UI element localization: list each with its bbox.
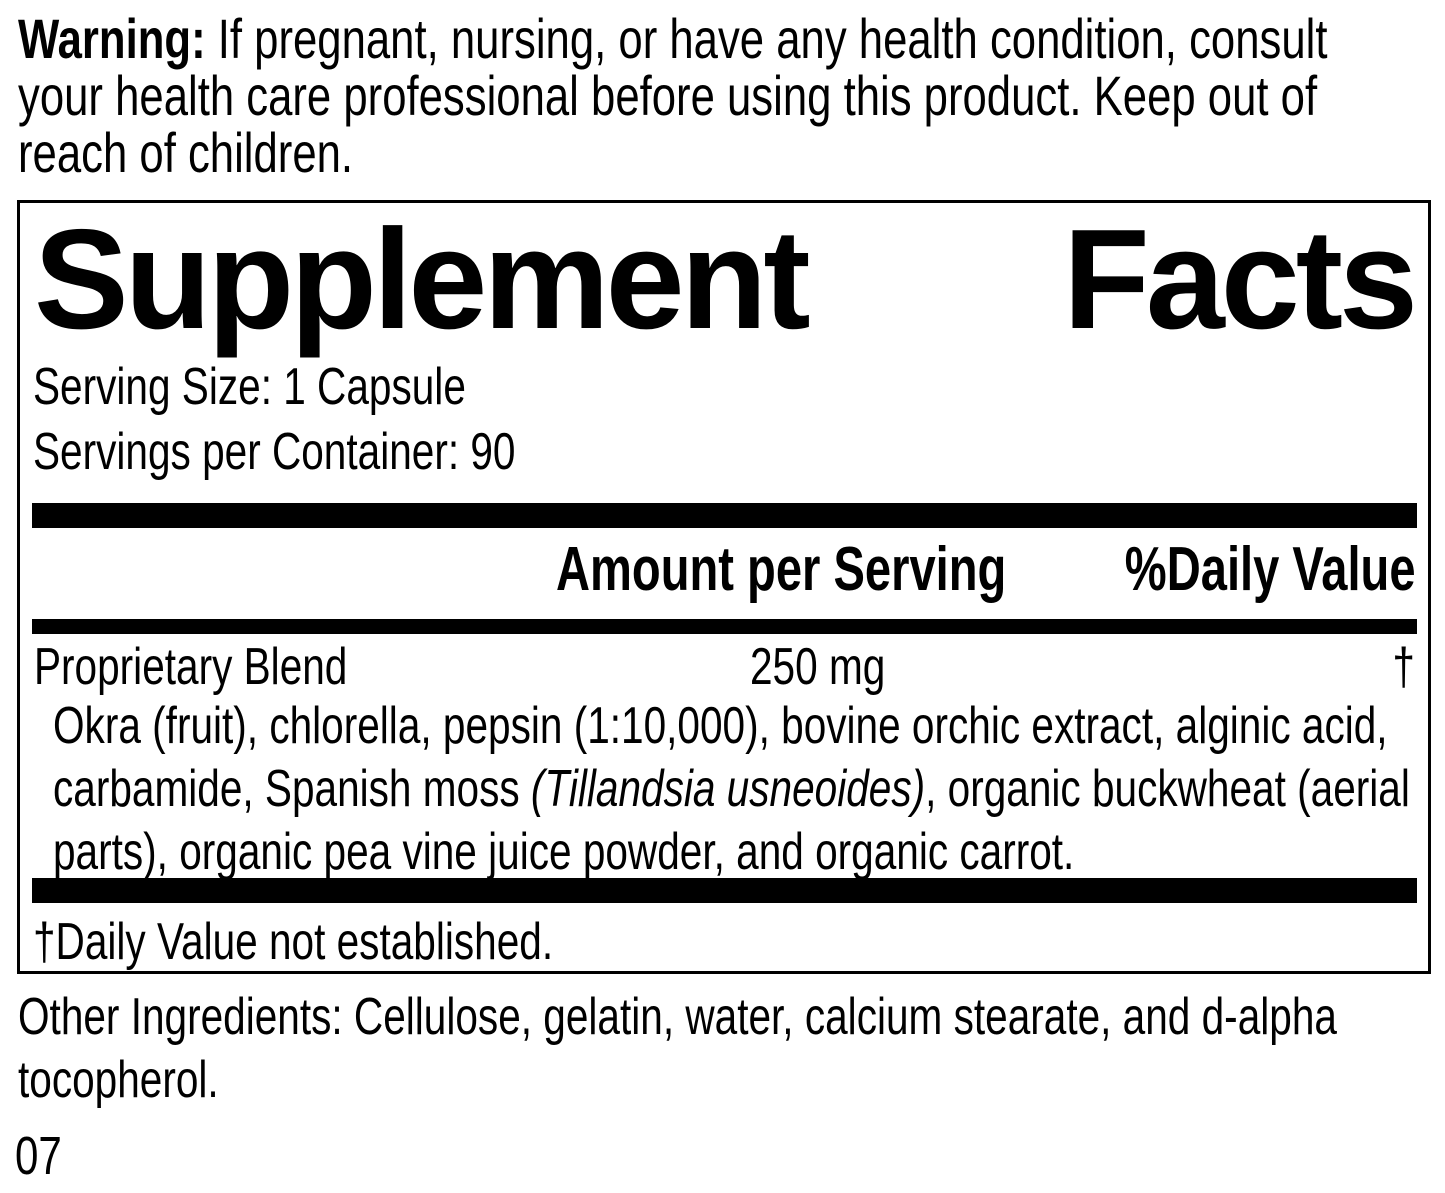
blend-amount: 250 mg [750, 638, 886, 696]
daily-value-footnote: †Daily Value not established. [33, 911, 700, 973]
warning-line-1-rest: If pregnant, nursing, or have any health… [205, 7, 1328, 70]
footer-code: 07 [15, 1126, 75, 1186]
thin-rule-middle [32, 619, 1417, 634]
warning-line-2: your health care professional before usi… [18, 64, 1318, 127]
blend-ingredients-line-2-post: , organic buckwheat (aerial [925, 760, 1410, 818]
warning-line-1: Warning: If pregnant, nursing, or have a… [18, 10, 1327, 67]
supplement-facts-panel: Supplement Facts Serving Size: 1 Capsule… [17, 200, 1431, 974]
blend-ingredients-line-3: parts), organic pea vine juice powder, a… [53, 823, 1075, 881]
daily-value-footnote-text: †Daily Value not established. [33, 913, 554, 971]
serving-info: Serving Size: 1 Capsule Servings per Con… [33, 355, 652, 485]
other-ingredients-line-2: tocopherol. [18, 1051, 219, 1109]
serving-size: Serving Size: 1 Capsule [33, 358, 466, 416]
warning-text: Warning: If pregnant, nursing, or have a… [18, 10, 1445, 181]
blend-name: Proprietary Blend [34, 638, 348, 696]
blend-ingredients-line-2: carbamide, Spanish moss (Tillandsia usne… [53, 758, 1410, 821]
blend-ingredients: Okra (fruit), chlorella, pepsin (1:10,00… [53, 695, 1445, 884]
column-header-daily-value: %Daily Value [1125, 535, 1416, 604]
panel-title: Supplement Facts [34, 195, 1418, 365]
column-header-amount: Amount per Serving [556, 535, 1007, 604]
other-ingredients: Other Ingredients: Cellulose, gelatin, w… [18, 986, 1445, 1112]
warning-label: Warning: [18, 7, 206, 70]
footer-code-text: 07 [15, 1126, 62, 1186]
panel-title-word-1: Supplement [34, 200, 811, 359]
blend-ingredients-line-2-pre: carbamide, Spanish moss [53, 760, 531, 818]
other-ingredients-line-1: Other Ingredients: Cellulose, gelatin, w… [18, 988, 1337, 1046]
thick-rule-top [32, 503, 1417, 528]
column-header-row: Amount per Serving %Daily Value [20, 535, 1428, 605]
warning-line-3: reach of children. [18, 121, 354, 184]
blend-ingredients-line-1: Okra (fruit), chlorella, pepsin (1:10,00… [53, 697, 1388, 755]
servings-per-container: Servings per Container: 90 [33, 423, 516, 481]
blend-row: Proprietary Blend 250 mg † [20, 635, 1428, 699]
panel-title-word-2: Facts [1063, 200, 1418, 359]
blend-daily-value-symbol: † [1392, 638, 1415, 696]
blend-ingredients-latin-name: (Tillandsia usneoides) [530, 760, 926, 818]
thick-rule-bottom [32, 878, 1417, 903]
